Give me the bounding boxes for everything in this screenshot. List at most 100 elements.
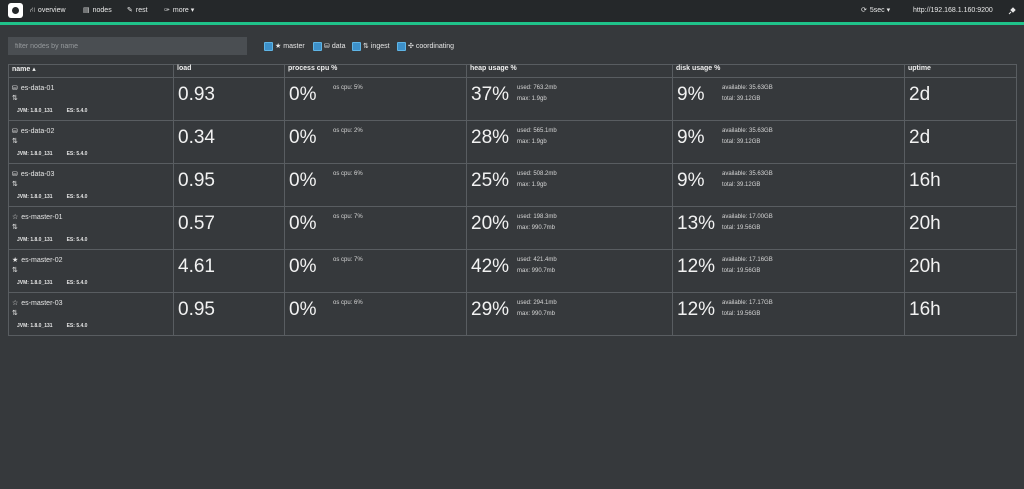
process-cpu-cell: 0% os cpu: 6%	[284, 163, 467, 207]
process-cpu-value: 0%	[289, 127, 317, 148]
node-name-link[interactable]: es-master-03	[21, 300, 63, 307]
nav-overview[interactable]: ⛙ overview	[30, 0, 66, 22]
os-cpu-value: os cpu: 6%	[333, 300, 363, 306]
uptime-value: 16h	[909, 299, 941, 320]
star-outline-icon: ☆	[12, 300, 19, 307]
checkbox-checked[interactable]	[352, 41, 361, 51]
node-name-link[interactable]: es-data-01	[20, 85, 55, 92]
checkbox-checked[interactable]	[264, 41, 273, 51]
load-value: 0.95	[178, 170, 215, 191]
star-icon: ★	[275, 43, 282, 50]
disk-total-value: total: 19.56GB	[722, 311, 761, 317]
heap-used-value: used: 421.4mb	[517, 257, 557, 263]
wrench-icon: ✑	[164, 7, 170, 14]
filter-coordinating-checkbox[interactable]: ✣ coordinating	[397, 37, 454, 55]
es-version: ES: 5.4.0	[66, 280, 88, 286]
top-navbar: ⛙ overview ▤ nodes ✎ rest ✑ more ▾ ⟳ 5sec ▾ h…	[0, 0, 1024, 25]
header-process-cpu[interactable]: process cpu %	[284, 64, 467, 78]
load-cell: 0.34	[173, 120, 285, 164]
heap-max-value: max: 1.9gb	[517, 139, 547, 145]
disk-usage-value: 9%	[677, 127, 705, 148]
disk-total-value: total: 39.12GB	[722, 182, 761, 188]
uptime-value: 20h	[909, 213, 941, 234]
refresh-interval-dropdown[interactable]: ⟳ 5sec ▾	[861, 0, 890, 22]
heap-usage-value: 25%	[471, 170, 510, 191]
process-cpu-value: 0%	[289, 256, 317, 277]
filter-nodes-input[interactable]	[8, 37, 247, 55]
node-name-cell: ★ es-master-02 ⇅ JVM: 1.8.0_131 ES: 5.4.0	[8, 249, 174, 293]
table-row: ⛁ es-data-02 ⇅ JVM: 1.8.0_131 ES: 5.4.0 0.…	[8, 120, 1017, 164]
load-value: 0.93	[178, 84, 215, 105]
table-row: ★ es-master-02 ⇅ JVM: 1.8.0_131 ES: 5.4.0 …	[8, 249, 1017, 293]
cluster-host-link[interactable]: http://192.168.1.160:9200	[913, 7, 993, 14]
heap-used-value: used: 508.2mb	[517, 171, 557, 177]
process-cpu-cell: 0% os cpu: 7%	[284, 249, 467, 293]
nav-more-dropdown[interactable]: ✑ more ▾	[164, 0, 194, 22]
process-cpu-value: 0%	[289, 84, 317, 105]
cerebro-logo-icon[interactable]	[8, 3, 23, 18]
nav-nodes[interactable]: ▤ nodes	[83, 0, 112, 22]
node-name-link[interactable]: es-master-01	[21, 214, 63, 221]
edit-icon: ✎	[127, 7, 133, 14]
ingest-icon: ⇅	[12, 181, 18, 188]
disk-usage-value: 12%	[677, 256, 716, 277]
header-heap-usage[interactable]: heap usage %	[466, 64, 673, 78]
uptime-value: 16h	[909, 170, 941, 191]
refresh-icon: ⟳	[861, 7, 867, 14]
disk-usage-value: 12%	[677, 299, 716, 320]
plug-icon[interactable]	[1008, 0, 1016, 22]
load-cell: 0.93	[173, 77, 285, 121]
node-name-link[interactable]: es-master-02	[21, 257, 63, 264]
hdd-icon: ⛁	[12, 171, 18, 178]
header-uptime[interactable]: uptime	[904, 64, 1017, 78]
load-value: 0.95	[178, 299, 215, 320]
nav-overview-label: overview	[37, 7, 66, 14]
heap-usage-cell: 25% used: 508.2mb max: 1.9gb	[466, 163, 673, 207]
filter-ingest-label: ingest	[370, 42, 390, 50]
ingest-icon: ⇅	[363, 43, 369, 50]
os-cpu-value: os cpu: 6%	[333, 171, 363, 177]
sort-asc-icon: ▴	[32, 66, 36, 73]
node-name-link[interactable]: es-data-02	[20, 128, 55, 135]
hdd-icon: ⛁	[12, 85, 18, 92]
es-version: ES: 5.4.0	[66, 151, 88, 157]
load-cell: 0.95	[173, 292, 285, 336]
node-name-link[interactable]: es-data-03	[20, 171, 55, 178]
checkbox-checked[interactable]	[313, 41, 322, 51]
heap-used-value: used: 198.3mb	[517, 214, 557, 220]
uptime-cell: 20h	[904, 249, 1017, 293]
es-version: ES: 5.4.0	[66, 237, 88, 243]
filter-ingest-checkbox[interactable]: ⇅ ingest	[352, 37, 390, 55]
sitemap-icon: ⛙	[30, 7, 35, 14]
jvm-version: JVM: 1.8.0_131	[17, 280, 53, 286]
process-cpu-value: 0%	[289, 299, 317, 320]
nav-nodes-label: nodes	[92, 7, 112, 14]
ingest-icon: ⇅	[12, 95, 18, 102]
disk-usage-cell: 9% available: 35.63GB total: 39.12GB	[672, 163, 905, 207]
header-disk-usage[interactable]: disk usage %	[672, 64, 905, 78]
nodes-table: name ▴ load process cpu % heap usage % d…	[8, 64, 1017, 336]
es-version: ES: 5.4.0	[66, 108, 88, 114]
filter-data-label: data	[331, 42, 346, 50]
process-cpu-value: 0%	[289, 170, 317, 191]
heap-usage-value: 42%	[471, 256, 510, 277]
heap-max-value: max: 1.9gb	[517, 182, 547, 188]
node-name-cell: ⛁ es-data-02 ⇅ JVM: 1.8.0_131 ES: 5.4.0	[8, 120, 174, 164]
header-name-sortable[interactable]: name ▴	[8, 64, 174, 78]
process-cpu-cell: 0% os cpu: 2%	[284, 120, 467, 164]
disk-available-value: available: 35.63GB	[722, 85, 773, 91]
table-row: ⛁ es-data-03 ⇅ JVM: 1.8.0_131 ES: 5.4.0 0.…	[8, 163, 1017, 207]
caret-down-icon: ▾	[886, 7, 891, 14]
filter-master-checkbox[interactable]: ★ master	[264, 37, 305, 55]
caret-down-icon: ▾	[190, 7, 195, 14]
filter-data-checkbox[interactable]: ⛁ data	[313, 37, 346, 55]
uptime-cell: 2d	[904, 77, 1017, 121]
heap-usage-value: 29%	[471, 299, 510, 320]
header-load[interactable]: load	[173, 64, 285, 78]
list-icon: ▤	[83, 7, 90, 14]
load-cell: 4.61	[173, 249, 285, 293]
disk-total-value: total: 19.56GB	[722, 225, 761, 231]
heap-usage-cell: 28% used: 565.1mb max: 1.9gb	[466, 120, 673, 164]
nav-rest[interactable]: ✎ rest	[127, 0, 148, 22]
checkbox-checked[interactable]	[397, 41, 406, 51]
